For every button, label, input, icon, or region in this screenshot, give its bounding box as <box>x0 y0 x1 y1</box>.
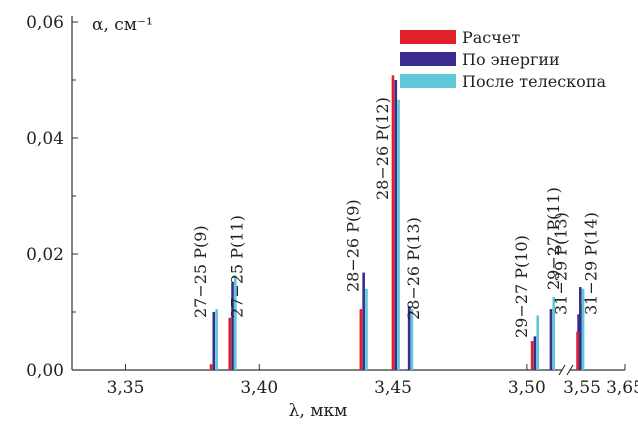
legend-swatch <box>400 74 456 88</box>
line-label: 27−25 P(9) <box>191 225 210 318</box>
bar <box>533 336 537 370</box>
legend-label: После телескопа <box>462 72 606 91</box>
bar <box>576 331 579 370</box>
line-label: 31−29 P(13) <box>552 212 571 315</box>
bar <box>549 309 553 370</box>
bar <box>410 309 414 370</box>
bar <box>391 75 395 371</box>
legend-label: По энергии <box>462 50 560 69</box>
bar <box>215 309 218 370</box>
bar <box>212 312 216 370</box>
bar <box>228 317 232 370</box>
bars-group <box>209 75 585 371</box>
y-tick-label: 0,02 <box>26 245 64 265</box>
y-tick-label: 0,06 <box>26 13 64 33</box>
bar <box>365 288 368 370</box>
x-tick-label: 3,55 <box>563 378 601 398</box>
y-tick-label: 0,04 <box>26 129 64 149</box>
legend: Расчет По энергии После телескопа <box>400 28 606 91</box>
x-tick-label: 3,45 <box>374 378 412 398</box>
x-tick-label: 3,50 <box>508 378 546 398</box>
bar <box>231 283 234 370</box>
legend-swatch <box>400 30 456 44</box>
bar <box>407 306 411 370</box>
legend-label: Расчет <box>462 28 520 47</box>
line-label: 28−26 P(9) <box>344 199 363 292</box>
bar <box>530 341 534 370</box>
x-tick-label: 3,40 <box>240 378 278 398</box>
y-axis-label: α, см⁻¹ <box>92 15 153 35</box>
y-tick-label: 0,00 <box>26 361 64 381</box>
line-labels: 27−25 P(9) 27−25 P(11) 28−26 P(9) 28−26 P(1… <box>191 97 601 338</box>
line-label: 27−25 P(11) <box>228 215 247 318</box>
bar <box>209 364 213 370</box>
bar <box>234 275 237 370</box>
line-label: 31−29 P(14) <box>581 212 600 315</box>
legend-swatch <box>400 52 456 66</box>
bar <box>362 272 365 370</box>
bar <box>552 296 556 370</box>
axis-break-mark <box>558 364 566 376</box>
line-label: 29−27 P(11) <box>544 187 563 290</box>
x-tick-label: 3,35 <box>107 378 145 398</box>
axis-break-mark <box>566 364 574 376</box>
bar <box>394 80 398 370</box>
bar <box>397 99 400 370</box>
x-axis-label: λ, мкм <box>289 401 348 421</box>
axes: 0,00 0,02 0,04 0,06 3,35 3,40 3,45 3,50 3,553,65 <box>26 13 638 398</box>
bar <box>536 315 539 370</box>
x-tick-label: 3,65 <box>606 378 638 398</box>
bar <box>581 288 585 370</box>
bar <box>359 309 363 370</box>
line-label: 28−26 P(13) <box>404 217 423 320</box>
line-label: 28−26 P(12) <box>373 97 392 200</box>
bar <box>579 287 582 370</box>
line-label: 29−27 P(10) <box>512 235 531 338</box>
